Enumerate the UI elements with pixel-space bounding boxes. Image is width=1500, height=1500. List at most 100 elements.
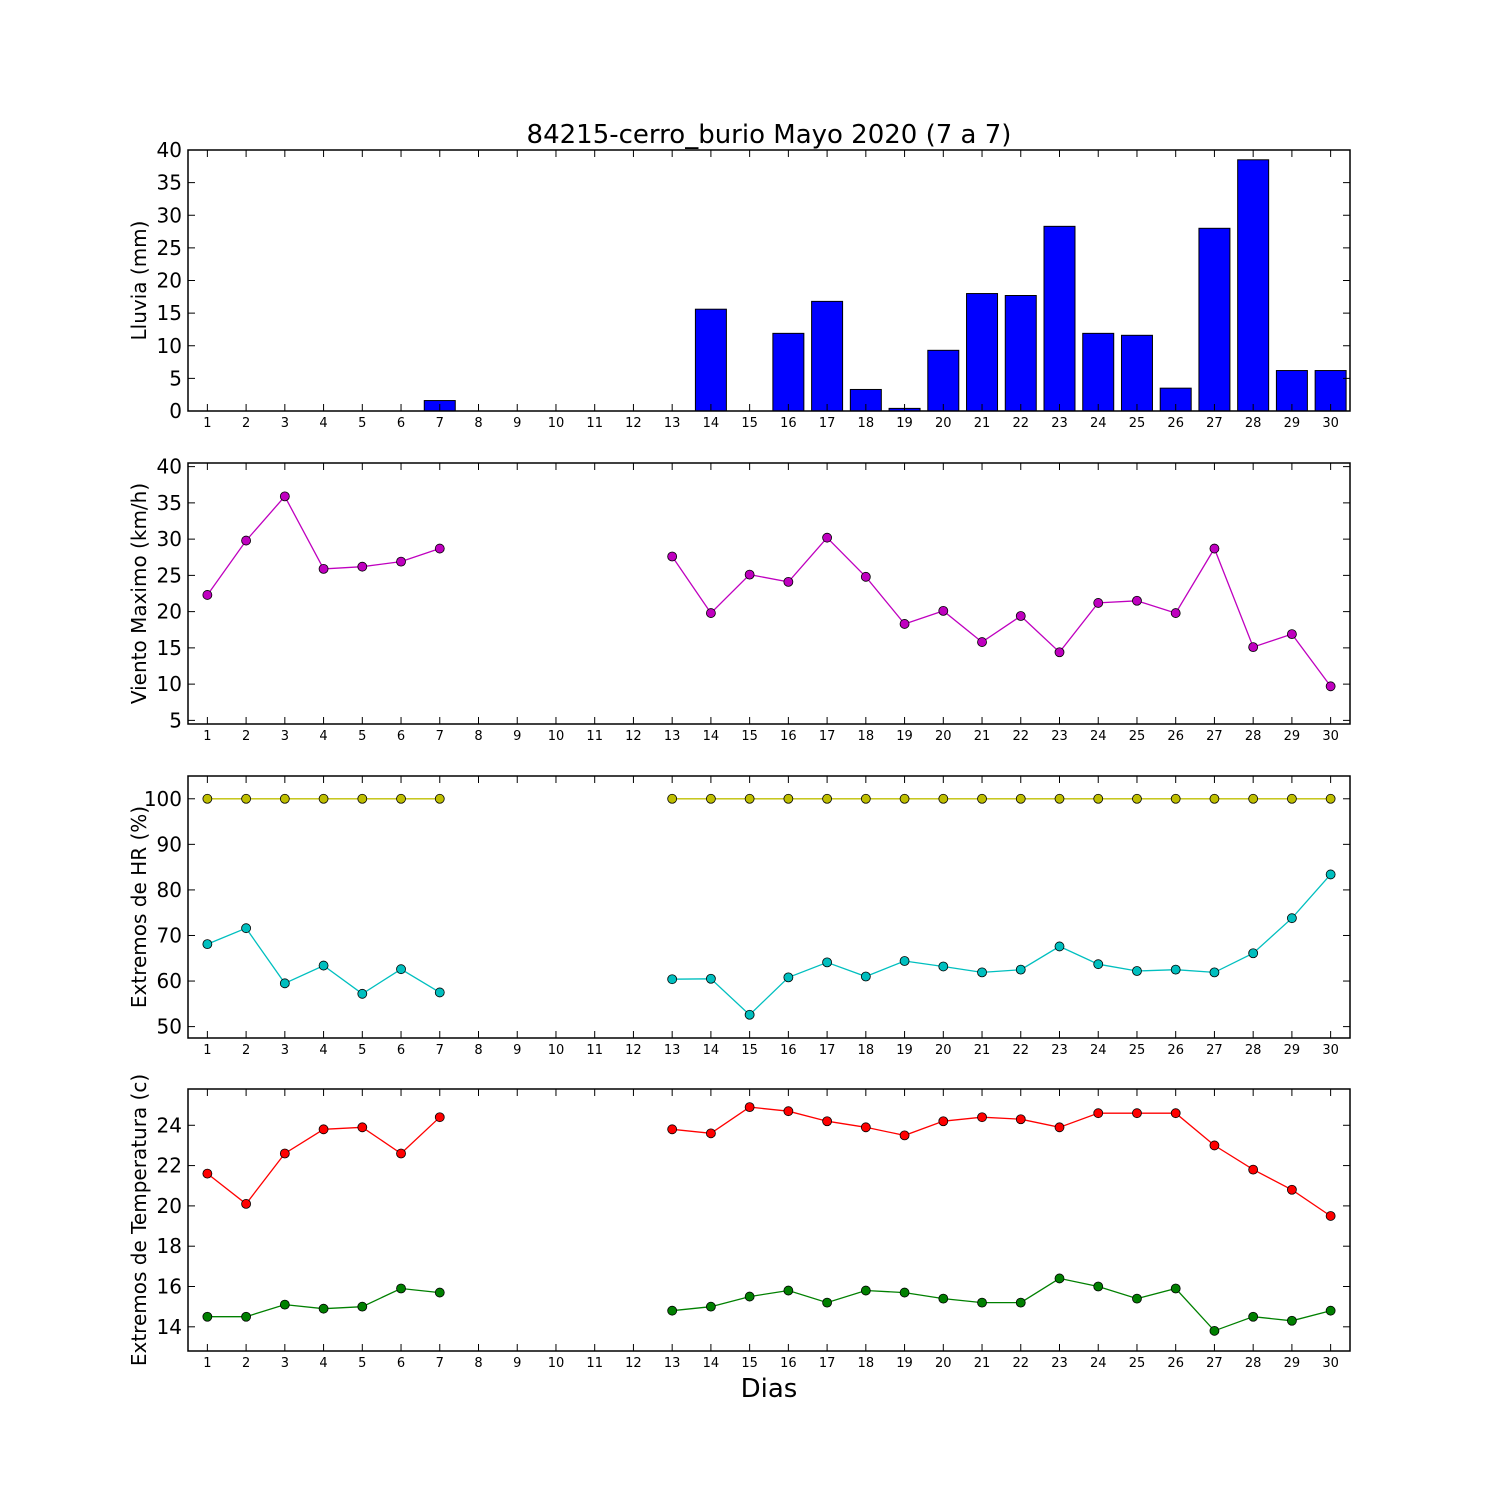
data-point — [1170, 964, 1181, 975]
data-point — [1093, 959, 1104, 970]
data-point — [1209, 1140, 1220, 1151]
data-point — [1209, 967, 1220, 978]
y-tick-label: 10 — [157, 672, 182, 696]
data-point — [667, 974, 678, 985]
x-tick-label: 14 — [703, 729, 720, 744]
data-point — [1054, 1273, 1065, 1284]
x-tick-label: 18 — [858, 1043, 875, 1058]
x-tick-label: 9 — [513, 416, 521, 431]
data-point — [241, 535, 252, 546]
data-point — [1093, 1108, 1104, 1119]
data-point — [860, 571, 871, 582]
y-tick-label: 40 — [157, 138, 182, 162]
x-tick-label: 11 — [586, 729, 603, 744]
x-tick-label: 14 — [703, 416, 720, 431]
x-tick-label: 18 — [858, 1356, 875, 1371]
x-tick-label: 15 — [741, 729, 758, 744]
x-tick-label: 14 — [703, 1356, 720, 1371]
data-point — [899, 1130, 910, 1141]
data-point — [977, 793, 987, 804]
x-axis-label: Dias — [741, 1374, 798, 1404]
y-tick-label: 25 — [157, 563, 182, 587]
x-tick-label: 20 — [935, 1356, 952, 1371]
x-tick-label: 11 — [586, 1356, 603, 1371]
x-tick-label: 16 — [780, 729, 797, 744]
x-tick-label: 1 — [203, 729, 211, 744]
data-point — [241, 1198, 252, 1209]
x-tick-label: 11 — [586, 1043, 603, 1058]
data-point — [938, 606, 949, 616]
y-tick-label: 20 — [157, 600, 182, 624]
data-point — [706, 793, 716, 804]
x-tick-label: 1 — [203, 416, 211, 431]
x-tick-label: 24 — [1090, 1043, 1107, 1058]
data-point — [822, 957, 832, 968]
x-tick-label: 15 — [741, 1043, 758, 1058]
data-point — [396, 556, 406, 567]
x-tick-label: 6 — [397, 416, 405, 431]
x-tick-label: 14 — [703, 1043, 720, 1058]
x-tick-label: 23 — [1051, 1356, 1068, 1371]
x-tick-label: 19 — [896, 1043, 913, 1058]
x-tick-label: 13 — [664, 1356, 681, 1371]
x-tick-label: 21 — [974, 1356, 991, 1371]
x-tick-label: 10 — [548, 1043, 565, 1058]
x-tick-label: 29 — [1284, 1356, 1301, 1371]
data-point — [279, 1299, 290, 1310]
data-point — [744, 1102, 755, 1113]
x-tick-label: 8 — [474, 729, 482, 744]
data-point — [822, 1116, 832, 1127]
x-tick-label: 28 — [1245, 1043, 1262, 1058]
x-tick-label: 10 — [548, 729, 565, 744]
data-point — [860, 793, 871, 804]
y-tick-label: 16 — [157, 1275, 182, 1299]
x-tick-label: 19 — [896, 416, 913, 431]
x-tick-label: 25 — [1129, 416, 1146, 431]
data-point — [1054, 793, 1065, 804]
x-tick-label: 7 — [436, 1356, 444, 1371]
x-tick-label: 29 — [1284, 729, 1301, 744]
x-tick-label: 18 — [858, 416, 875, 431]
data-point — [1287, 913, 1297, 924]
data-point — [822, 793, 832, 804]
x-tick-label: 20 — [935, 416, 952, 431]
axes-frame — [187, 149, 1351, 412]
x-tick-label: 30 — [1322, 1043, 1339, 1058]
data-point — [783, 577, 794, 587]
x-tick-label: 26 — [1167, 729, 1184, 744]
data-point — [357, 988, 368, 999]
x-tick-label: 23 — [1051, 416, 1068, 431]
data-point — [744, 1009, 755, 1020]
y-tick-label: 70 — [157, 923, 182, 947]
x-tick-label: 26 — [1167, 1356, 1184, 1371]
bar — [927, 349, 960, 412]
bar — [1004, 295, 1037, 412]
data-point — [202, 1311, 213, 1322]
chart-title: 84215-cerro_burio Mayo 2020 (7 a 7) — [527, 120, 1012, 150]
data-point — [783, 1285, 794, 1296]
x-tick-label: 12 — [625, 729, 642, 744]
x-tick-label: 13 — [664, 729, 681, 744]
data-point — [434, 987, 445, 998]
data-point — [860, 1122, 871, 1133]
bar — [1237, 159, 1270, 412]
data-point — [1248, 1164, 1259, 1175]
data-point — [977, 1112, 987, 1123]
data-point — [783, 793, 794, 804]
x-tick-label: 23 — [1051, 1043, 1068, 1058]
x-tick-label: 7 — [436, 1043, 444, 1058]
x-tick-label: 21 — [974, 1043, 991, 1058]
y-tick-label: 20 — [157, 1194, 182, 1218]
series-line — [672, 873, 1332, 1016]
data-point — [279, 491, 290, 502]
data-point — [357, 561, 368, 572]
x-tick-label: 7 — [436, 729, 444, 744]
data-point — [202, 939, 213, 950]
data-point — [938, 793, 949, 804]
x-tick-label: 27 — [1206, 729, 1223, 744]
y-axis-label: Extremos de HR (%) — [127, 806, 151, 1008]
data-point — [1325, 1305, 1336, 1316]
axes-frame — [187, 1088, 1351, 1352]
